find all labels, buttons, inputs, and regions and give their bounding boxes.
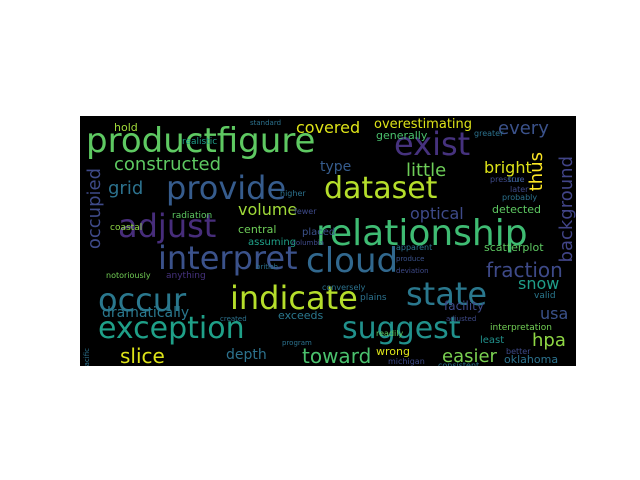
word-provide: provide	[166, 169, 287, 207]
word-snow: snow	[518, 274, 560, 293]
word-productfigure: productfigure	[86, 121, 316, 161]
word-depth: depth	[226, 347, 267, 363]
word-oklahoma: oklahoma	[504, 353, 559, 366]
word-british: british	[256, 263, 279, 271]
word-readily: readily	[376, 329, 404, 338]
word-overestimating: overestimating	[374, 117, 473, 132]
word-interpretation: interpretation	[490, 323, 553, 333]
word-optical: optical	[410, 204, 464, 223]
word-hpa: hpa	[532, 330, 566, 351]
word-conversely: conversely	[322, 283, 366, 292]
word-fewer: fewer	[294, 207, 317, 216]
word-indicate: indicate	[230, 279, 358, 317]
word-produce: produce	[396, 255, 425, 263]
word-constructed: constructed	[114, 154, 222, 175]
word-notoriously: notoriously	[106, 271, 151, 280]
word-better: better	[506, 347, 531, 356]
word-thus: thus	[526, 152, 547, 192]
word-deviation: deviation	[396, 267, 429, 275]
word-adjusted: adjusted	[446, 315, 477, 323]
word-consistent: consistent	[438, 361, 480, 367]
word-higher: higher	[280, 189, 306, 198]
word-later: later	[510, 185, 529, 194]
word-bright: bright	[484, 158, 532, 177]
word-probably: probably	[502, 193, 538, 202]
word-program: program	[282, 339, 312, 347]
word-standard: standard	[250, 119, 282, 127]
word-michigan: michigan	[388, 357, 425, 366]
word-adjust: adjust	[118, 207, 217, 245]
word-wrong: wrong	[376, 345, 410, 358]
word-created: created	[220, 315, 247, 323]
word-pacific: pacific	[83, 348, 91, 366]
word-occupied: occupied	[84, 168, 105, 250]
word-pressure: pressure	[490, 175, 525, 184]
word-placed: placed	[302, 227, 336, 238]
word-easier: easier	[442, 346, 497, 366]
word-little: little	[406, 160, 447, 181]
word-toward: toward	[302, 344, 372, 366]
word-apparent: apparent	[396, 243, 433, 252]
word-usa: usa	[540, 304, 569, 323]
word-true: true	[508, 175, 525, 184]
word-realistic: realistic	[182, 137, 218, 147]
word-dataset: dataset	[324, 171, 438, 206]
word-every: every	[498, 118, 549, 139]
word-exceeds: exceeds	[278, 309, 324, 322]
word-detected: detected	[492, 203, 541, 216]
word-hold: hold	[114, 121, 138, 134]
word-least: least	[480, 335, 505, 346]
word-columbia: columbia	[292, 239, 325, 247]
word-cloud: productfigure exist relationship provide dat…	[80, 116, 576, 366]
word-valid: valid	[534, 291, 556, 301]
word-volume: volume	[238, 200, 298, 219]
word-exception: exception	[98, 311, 245, 346]
word-suggest: suggest	[342, 311, 461, 346]
word-assuming: assuming	[248, 237, 297, 248]
word-relationship: relationship	[316, 213, 528, 254]
word-greater: greater	[474, 129, 504, 138]
word-facility: facility	[444, 299, 484, 313]
word-grid: grid	[108, 178, 144, 199]
word-plains: plains	[360, 293, 387, 303]
word-cloud: cloud	[306, 241, 399, 281]
word-interpret: interpret	[158, 239, 298, 277]
word-slice: slice	[120, 344, 165, 366]
word-central: central	[238, 223, 277, 236]
word-anything: anything	[166, 271, 206, 281]
word-exist: exist	[394, 125, 471, 163]
word-occur: occur	[98, 281, 187, 319]
word-covered: covered	[296, 118, 361, 137]
word-type: type	[320, 159, 352, 175]
word-coastal: coastal	[110, 223, 143, 233]
word-radiation: radiation	[172, 211, 213, 221]
word-state: state	[406, 275, 488, 313]
word-dramatically: dramatically	[102, 305, 190, 321]
word-background: background	[556, 156, 576, 263]
word-scatterplot: scatterplot	[484, 241, 544, 254]
word-generally: generally	[376, 129, 428, 142]
word-fraction: fraction	[486, 258, 563, 282]
